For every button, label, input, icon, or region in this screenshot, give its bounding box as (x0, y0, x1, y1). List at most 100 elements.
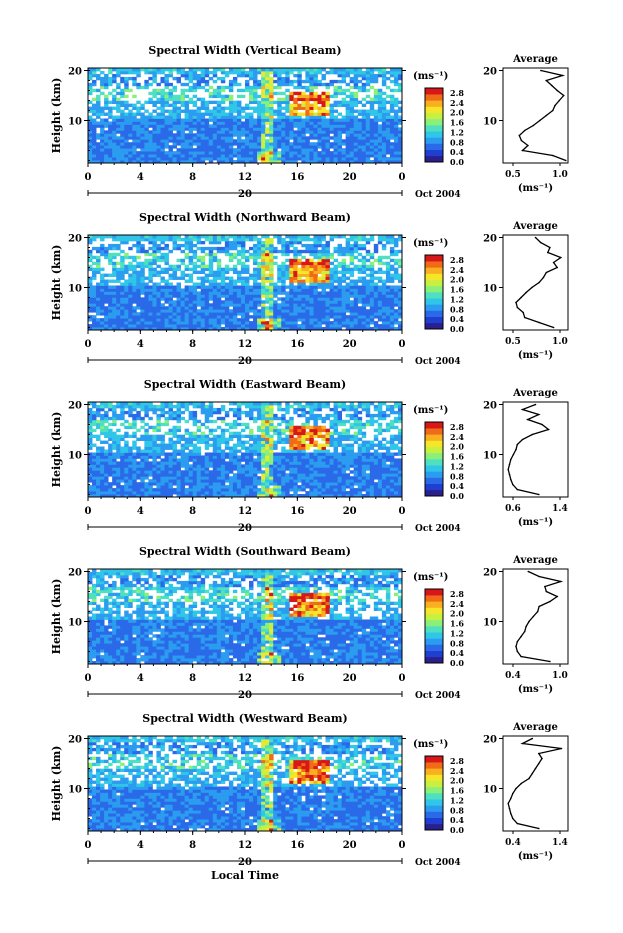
heatmap-cell (128, 118, 132, 121)
heatmap-cell (205, 321, 209, 324)
y-tick-label: 10 (68, 284, 82, 295)
heatmap-cell (88, 77, 92, 80)
heatmap-cell (128, 277, 132, 280)
heatmap-cell (378, 101, 382, 104)
heatmap-cell (160, 235, 164, 238)
heatmap-cell (132, 244, 136, 247)
heatmap-cell (181, 306, 185, 309)
heatmap-cell (313, 148, 317, 151)
heatmap-cell (201, 118, 205, 121)
heatmap-cell (370, 136, 374, 139)
heatmap-cell (160, 68, 164, 71)
heatmap-cell (289, 271, 293, 274)
heatmap-cell (358, 68, 362, 71)
heatmap-cell (108, 470, 112, 473)
heatmap-cell (293, 324, 297, 327)
heatmap-cell (96, 288, 100, 291)
heatmap-cell (132, 274, 136, 277)
heatmap-cell (140, 68, 144, 71)
heatmap-cell (281, 68, 285, 71)
heatmap-cell (338, 297, 342, 300)
heatmap-cell (169, 283, 173, 286)
heatmap-cell (152, 283, 156, 286)
heatmap-cell (100, 309, 104, 312)
heatmap-cell (128, 321, 132, 324)
heatmap-cell (177, 321, 181, 324)
heatmap-cell (209, 127, 213, 130)
heatmap-cell (269, 244, 273, 247)
heatmap-cell (269, 300, 273, 303)
heatmap-cell (386, 145, 390, 148)
heatmap-cell (120, 148, 124, 151)
heatmap-cell (257, 312, 261, 315)
heatmap-cell (225, 309, 229, 312)
heatmap-cell (104, 306, 108, 309)
heatmap-cell (136, 288, 140, 291)
heatmap-cell (185, 71, 189, 74)
heatmap-cell (281, 491, 285, 494)
heatmap-cell (342, 315, 346, 318)
heatmap-cell (390, 306, 394, 309)
heatmap-cell (390, 121, 394, 124)
heatmap-cell (213, 92, 217, 95)
heatmap-cell (378, 154, 382, 157)
heatmap-cell (285, 107, 289, 110)
heatmap-cell (209, 324, 213, 327)
heatmap-cell (309, 151, 313, 154)
heatmap-cell (245, 136, 249, 139)
heatmap-cell (390, 291, 394, 294)
heatmap-cell (181, 71, 185, 74)
heatmap-cell (321, 485, 325, 488)
heatmap-cell (112, 145, 116, 148)
heatmap-cell (313, 315, 317, 318)
heatmap-cell (382, 238, 386, 241)
heatmap-cell (100, 306, 104, 309)
heatmap-cell (237, 294, 241, 297)
average-point (549, 247, 551, 249)
heatmap-cell (132, 324, 136, 327)
heatmap-cell (116, 104, 120, 107)
heatmap-cell (237, 303, 241, 306)
heatmap-cell (313, 271, 317, 274)
heatmap-cell (156, 145, 160, 148)
heatmap-cell (386, 491, 390, 494)
heatmap-cell (390, 476, 394, 479)
heatmap-cell (164, 297, 168, 300)
heatmap-cell (221, 118, 225, 121)
heatmap-cell (334, 306, 338, 309)
heatmap-cell (253, 259, 257, 262)
heatmap-cell (269, 488, 273, 491)
heatmap-cell (197, 77, 201, 80)
heatmap-cell (346, 485, 350, 488)
heatmap-cell (358, 288, 362, 291)
heatmap-cell (350, 110, 354, 113)
heatmap-cell (277, 151, 281, 154)
heatmap-cell (193, 262, 197, 265)
heatmap-cell (394, 127, 398, 130)
heatmap-cell (362, 154, 366, 157)
heatmap-cell (197, 482, 201, 485)
heatmap-cell (326, 482, 330, 485)
heatmap-cell (366, 315, 370, 318)
heatmap-cell (321, 309, 325, 312)
colorbar-segment (425, 317, 443, 323)
heatmap-cell (120, 124, 124, 127)
heatmap-cell (362, 285, 366, 288)
heatmap-cell (181, 101, 185, 104)
heatmap-cell (297, 271, 301, 274)
heatmap-cell (209, 283, 213, 286)
heatmap-cell (330, 485, 334, 488)
heatmap-cell (293, 107, 297, 110)
heatmap-cell (317, 491, 321, 494)
heatmap-cell (217, 259, 221, 262)
heatmap-cell (394, 139, 398, 142)
heatmap-cell (261, 127, 265, 130)
heatmap-cell (124, 294, 128, 297)
heatmap-cell (366, 241, 370, 244)
heatmap-cell (321, 306, 325, 309)
heatmap-cell (181, 154, 185, 157)
heatmap-cell (346, 277, 350, 280)
heatmap-cell (181, 324, 185, 327)
heatmap-cell (330, 294, 334, 297)
heatmap-cell (309, 303, 313, 306)
